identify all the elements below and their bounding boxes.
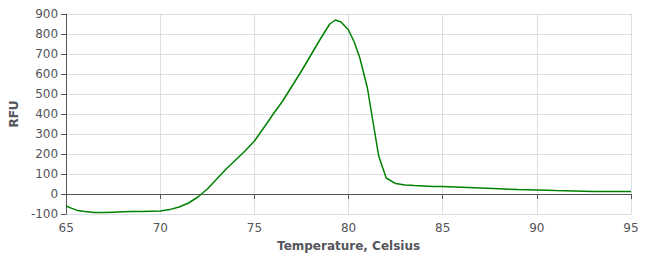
svg-text:90: 90 [529, 221, 544, 235]
svg-text:300: 300 [35, 127, 58, 141]
svg-text:85: 85 [435, 221, 450, 235]
svg-text:900: 900 [35, 7, 58, 21]
svg-text:200: 200 [35, 147, 58, 161]
svg-text:0: 0 [50, 187, 58, 201]
svg-text:80: 80 [341, 221, 356, 235]
svg-text:600: 600 [35, 67, 58, 81]
svg-text:Temperature, Celsius: Temperature, Celsius [277, 239, 420, 253]
svg-text:-100: -100 [31, 207, 58, 221]
svg-text:400: 400 [35, 107, 58, 121]
svg-text:100: 100 [35, 167, 58, 181]
svg-text:75: 75 [247, 221, 262, 235]
svg-text:800: 800 [35, 27, 58, 41]
svg-text:500: 500 [35, 87, 58, 101]
svg-text:700: 700 [35, 47, 58, 61]
svg-text:65: 65 [58, 221, 73, 235]
svg-text:70: 70 [153, 221, 168, 235]
svg-text:RFU: RFU [7, 100, 21, 127]
svg-text:95: 95 [623, 221, 638, 235]
